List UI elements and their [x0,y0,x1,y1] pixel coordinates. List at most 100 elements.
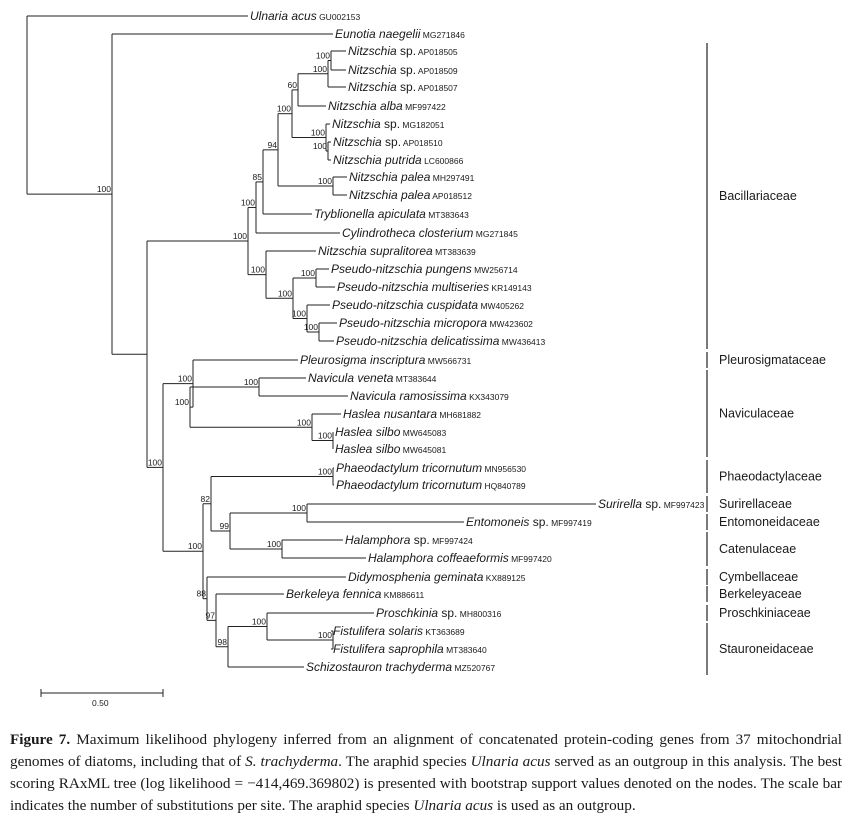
taxon-name: Nitzschia [333,135,382,149]
bootstrap-value: 100 [267,539,281,549]
accession-number: MT383640 [444,645,487,655]
family-label: Stauroneidaceae [719,642,814,656]
accession-number: KR149143 [489,283,532,293]
leaf-label: Fistulifera solaris KT363689 [333,624,465,638]
family-label: Bacillariaceae [719,189,797,203]
accession-number: MT383644 [393,374,436,384]
accession-number: AP018512 [430,191,472,201]
accession-number: MW645083 [400,428,446,438]
caption-segment: S. trachyderma [245,753,339,770]
taxon-name: Nitzschia [332,117,381,131]
leaf-label: Haslea nusantara MH681882 [343,407,481,421]
bootstrap-value: 100 [292,309,306,319]
leaf-label: Cylindrotheca closterium MG271845 [342,226,518,240]
accession-number: MN956530 [482,464,526,474]
bootstrap-value: 97 [206,610,216,620]
tree-leaves: Ulnaria acus GU002153 Eunotia naegelii MG… [250,9,705,674]
leaf-label: Nitzschia sp. AP018510 [333,135,443,149]
caption-text: Maximum likelihood phylogeny inferred fr… [10,731,842,814]
scale-bar: 0.50 [40,689,164,708]
accession-number: AP018505 [416,47,458,57]
bootstrap-value: 100 [318,467,332,477]
taxon-name: Schizostauron trachyderma [306,660,452,674]
accession-number: GU002153 [317,12,361,22]
bootstrap-value: 100 [188,541,202,551]
taxon-name: Pseudo-nitzschia pungens [331,262,472,276]
bootstrap-value: 100 [278,288,292,298]
taxon-name: Nitzschia [348,63,397,77]
leaf-label: Pleurosigma inscriptura MW566731 [300,353,471,367]
taxon-name: Berkeleya fennica [286,587,382,601]
bootstrap-value: 94 [268,140,278,150]
bootstrap-value: 100 [304,322,318,332]
taxon-name: Nitzschia supralitorea [318,244,433,258]
accession-number: AP018510 [401,138,443,148]
family-labels: Bacillariaceae Pleurosigmataceae Naviculac… [706,43,826,675]
leaf-label: Surirella sp. MF997423 [598,497,705,511]
leaf-label: Phaeodactylum tricornutum MN956530 [336,461,526,475]
bootstrap-value: 100 [277,104,291,114]
caption-segment: Ulnaria acus [470,753,551,770]
bootstrap-values: 100 100 60 100 100 100 100 94 85 100 100 100 100 100 1… [97,51,332,647]
leaf-label: Nitzschia palea AP018512 [349,188,472,202]
taxon-name: Fistulifera solaris [333,624,423,638]
family-label: Catenulaceae [719,542,796,556]
taxon-name: Navicula ramosissima [350,389,467,403]
phylogenetic-tree: Ulnaria acus GU002153 Eunotia naegelii MG… [26,9,826,708]
bootstrap-value: 98 [218,637,228,647]
bootstrap-value: 100 [318,176,332,186]
family-label: Entomoneidaceae [719,515,820,529]
leaf-label: Pseudo-nitzschia delicatissima MW436413 [336,334,546,348]
accession-number: MT383639 [433,247,476,257]
leaf-label: Nitzschia sp. AP018509 [348,63,458,77]
accession-number: MH800316 [457,609,501,619]
taxon-name: Haslea silbo [335,442,401,456]
taxon-rank: sp. [397,63,416,77]
accession-number: KX889125 [483,573,525,583]
leaf-label: Ulnaria acus GU002153 [250,9,360,23]
accession-number: MZ520767 [452,663,495,673]
accession-number: KT363689 [423,627,465,637]
accession-number: MG271845 [473,229,518,239]
accession-number: MT383643 [426,210,469,220]
accession-number: MF997423 [661,500,704,510]
taxon-name: Nitzschia [348,44,397,58]
caption-segment: . The araphid species [338,753,471,770]
bootstrap-value: 100 [241,197,255,207]
scale-bar-label: 0.50 [92,698,109,708]
taxon-name: Phaeodactylum tricornutum [336,461,482,475]
taxon-name: Fistulifera saprophila [333,642,444,656]
bootstrap-value: 100 [311,128,325,138]
leaf-label: Pseudo-nitzschia pungens MW256714 [331,262,518,276]
taxon-name: Haslea silbo [335,425,401,439]
caption-segment: Ulnaria acus [413,797,494,814]
bootstrap-value: 100 [292,503,306,513]
taxon-name: Pseudo-nitzschia multiseries [337,280,489,294]
bootstrap-value: 100 [251,265,265,275]
taxon-name: Surirella [598,497,642,511]
taxon-name: Eunotia naegelii [335,27,421,41]
taxon-rank: sp. [410,533,429,547]
bootstrap-value: 100 [97,184,111,194]
bootstrap-value: 88 [197,589,207,599]
taxon-name: Pseudo-nitzschia cuspidata [332,298,478,312]
accession-number: MW645081 [400,445,446,455]
family-label: Pleurosigmataceae [719,353,826,367]
family-label: Cymbellaceae [719,570,798,584]
taxon-name: Pseudo-nitzschia delicatissima [336,334,500,348]
leaf-label: Proschkinia sp. MH800316 [376,606,502,620]
leaf-label: Navicula veneta MT383644 [308,371,437,385]
taxon-rank: sp. [438,606,457,620]
taxon-name: Entomoneis [466,515,529,529]
taxon-name: Navicula veneta [308,371,394,385]
family-label: Surirellaceae [719,497,792,511]
leaf-label: Navicula ramosissima KX343079 [350,389,509,403]
bootstrap-value: 100 [297,417,311,427]
leaf-label: Haslea silbo MW645083 [335,425,446,439]
taxon-rank: sp. [397,44,416,58]
accession-number: MF997422 [403,102,446,112]
taxon-name: Nitzschia palea [349,170,431,184]
accession-number: MG271846 [420,30,465,40]
taxon-name: Proschkinia [376,606,438,620]
bootstrap-value: 60 [288,80,298,90]
